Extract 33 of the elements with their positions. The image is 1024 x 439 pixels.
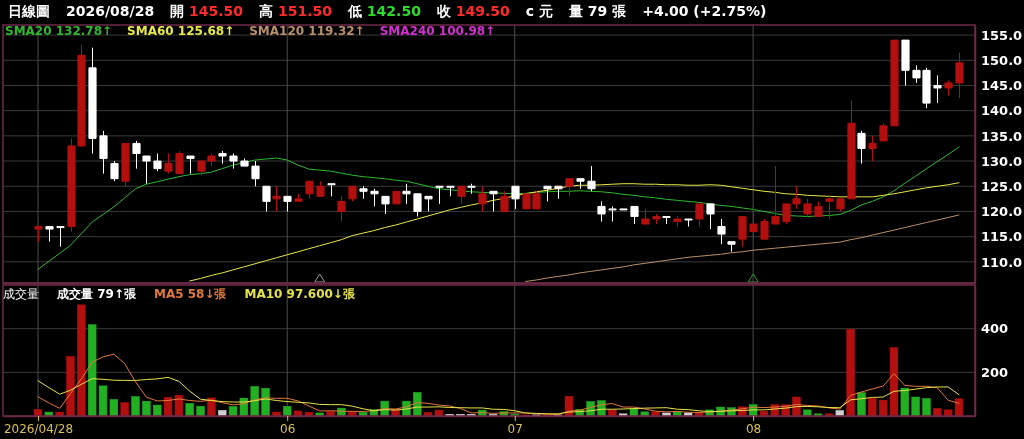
x-tick-label: 08: [745, 421, 762, 436]
text: MA5 58↓張: [153, 287, 228, 301]
text: 量 79 張: [567, 3, 628, 19]
y-tick-label: 110.0: [981, 254, 1023, 270]
x-tick-label: 07: [507, 421, 523, 436]
text: SMA60 125.68↑: [127, 24, 235, 38]
y-tick-label: 135.0: [981, 128, 1023, 144]
text: 收 149.50: [436, 3, 511, 19]
text: 高 151.50: [259, 3, 333, 19]
y-tick-label: 145.0: [981, 78, 1023, 94]
text: SMA120 119.32↑: [249, 24, 365, 38]
text: 2026/08/28: [66, 3, 155, 19]
text: +4.00 (+2.75%): [642, 3, 767, 19]
text: 低 142.50: [346, 3, 422, 19]
chart-title: 成交量: [3, 287, 39, 301]
y-tick-label: 130.0: [981, 153, 1023, 169]
y-tick-label: 155.0: [981, 27, 1023, 43]
legend-label: SMA240 100.98↑: [379, 24, 496, 38]
chart-title: 日線圖: [8, 3, 50, 19]
y-tick-label: 200: [981, 364, 1009, 380]
text: SMA20 132.78↑: [5, 24, 113, 38]
y-tick-label: 120.0: [981, 204, 1023, 220]
y-tick-label: 115.0: [981, 229, 1023, 245]
text: 開 145.50: [170, 3, 244, 19]
x-tick-label: 06: [280, 421, 296, 436]
y-tick-label: 125.0: [981, 178, 1023, 194]
annotation: 成交量 79↑張: [56, 287, 137, 301]
text: MA10 97.600↓張: [244, 287, 356, 301]
y-tick-label: 400: [981, 321, 1009, 337]
y-tick-label: 140.0: [981, 103, 1023, 119]
text: c 元: [525, 3, 553, 19]
y-tick-label: 150.0: [981, 52, 1023, 68]
x-tick-label: 2026/04/28: [3, 421, 74, 436]
